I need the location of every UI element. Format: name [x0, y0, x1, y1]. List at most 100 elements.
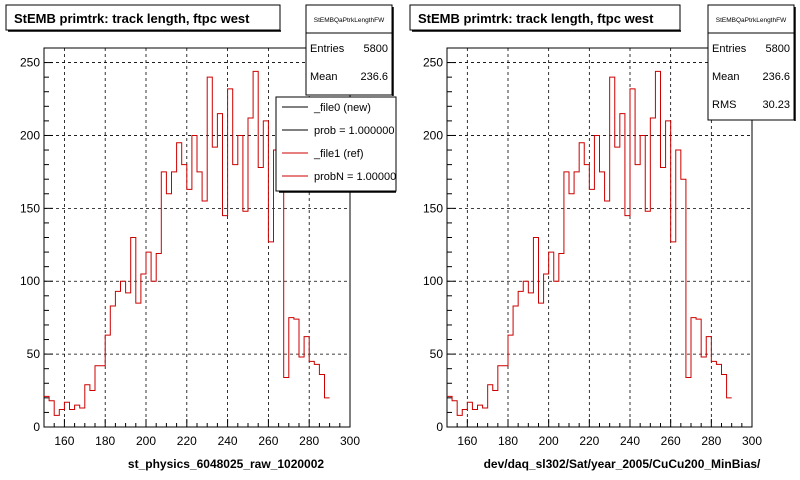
- x-axis-label: st_physics_6048025_raw_1020002: [128, 457, 324, 471]
- stats-value: 236.6: [360, 71, 388, 83]
- histogram-bin: [274, 150, 279, 427]
- histogram-bin: [452, 401, 457, 427]
- y-tick-label: 150: [423, 201, 443, 215]
- histogram-bin: [605, 201, 610, 427]
- y-tick-label: 200: [20, 128, 40, 142]
- stats-label: RMS: [712, 99, 736, 111]
- histogram-bin: [243, 211, 248, 427]
- histogram-bin: [457, 415, 462, 427]
- title-box: [409, 4, 681, 31]
- histogram-bin: [59, 410, 64, 427]
- histogram-bin: [279, 179, 284, 427]
- chart-panel-2: 160 180 200 220 240 260 280 300 0 50 100 150 200 250 S…: [409, 4, 796, 471]
- histogram-bin: [228, 89, 233, 427]
- histogram-bin: [645, 211, 650, 427]
- histogram-bin: [289, 318, 294, 427]
- legend-entry: prob = 1.000000: [314, 125, 394, 137]
- histogram-bin: [192, 135, 197, 427]
- x-tick-label: 260: [661, 434, 681, 448]
- histogram-bin: [217, 114, 222, 427]
- histogram-bin: [584, 165, 589, 427]
- legend-entry: _file0 (new): [313, 102, 371, 114]
- histogram-bin: [141, 274, 146, 427]
- histogram-bin: [110, 306, 115, 427]
- histogram-bin: [630, 89, 635, 427]
- histogram-bin: [625, 216, 630, 427]
- histogram-bin: [136, 303, 141, 427]
- histogram-bin: [156, 254, 161, 427]
- x-tick-label: 300: [742, 434, 762, 448]
- histogram-bin: [722, 375, 727, 427]
- histogram-bin: [187, 189, 192, 427]
- x-tick-label: 280: [299, 434, 319, 448]
- histogram-bin: [115, 291, 120, 427]
- histogram-bin: [75, 405, 80, 427]
- histogram-bin: [197, 172, 202, 427]
- histogram-bin: [309, 361, 314, 427]
- histogram-bin: [528, 293, 533, 427]
- x-tick-label: 240: [218, 434, 238, 448]
- histogram-bin: [95, 366, 100, 427]
- histogram-bin: [121, 281, 126, 427]
- y-tick-label: 50: [430, 347, 444, 361]
- stats-label: Entries: [712, 43, 747, 55]
- y-tick-label: 200: [423, 128, 443, 142]
- y-tick-label: 250: [423, 56, 443, 70]
- histogram-bin: [706, 337, 711, 427]
- y-tick-label: 100: [20, 274, 40, 288]
- histogram-bin: [80, 408, 85, 427]
- histogram-bin: [681, 179, 686, 427]
- histogram-bin: [696, 319, 701, 427]
- histogram-bin: [314, 364, 319, 427]
- histogram-bin: [671, 242, 676, 427]
- x-axis-label: dev/daq_sl302/Sat/year_2005/CuCu200_MinB…: [484, 457, 761, 471]
- histogram-bin: [172, 172, 177, 427]
- histogram-bin: [151, 281, 156, 427]
- x-tick-label: 160: [457, 434, 477, 448]
- legend-entry: probN = 1.000000: [314, 171, 402, 183]
- histogram-bin: [248, 118, 253, 427]
- histogram-bin: [64, 402, 69, 427]
- histogram-bin: [686, 377, 691, 427]
- histogram-bin: [462, 410, 467, 427]
- histogram-bin: [472, 410, 477, 427]
- stats-label: Mean: [712, 71, 740, 83]
- histogram-bin: [207, 77, 212, 427]
- histogram-bin: [620, 114, 625, 427]
- stats-label: Entries: [310, 43, 345, 55]
- histogram-bin: [564, 172, 569, 427]
- histogram-bin: [600, 172, 605, 427]
- histogram-bin: [202, 201, 207, 427]
- histogram-bin: [70, 410, 75, 427]
- histogram-bin: [212, 147, 217, 427]
- histogram-bin: [493, 391, 498, 427]
- chart-panel-1: 160 180 200 220 240 260 280 300 0 50 100 150 200 250 S…: [5, 4, 402, 471]
- stats-box-name: StEMBQaPtrkLengthFW: [716, 17, 787, 24]
- histogram-bin: [304, 337, 309, 427]
- histogram-bin: [488, 385, 493, 427]
- histogram-bin: [666, 121, 671, 427]
- chart-title: StEMB primtrk: track length, ftpc west: [418, 11, 654, 26]
- histogram-bin: [238, 135, 243, 427]
- chart-title: StEMB primtrk: track length, ftpc west: [14, 11, 250, 26]
- histogram-bin: [635, 165, 640, 427]
- histogram-bin: [258, 168, 263, 427]
- histogram-bin: [533, 238, 538, 428]
- histogram-bin: [610, 77, 615, 427]
- y-tick-label: 150: [20, 201, 40, 215]
- histogram-bin: [294, 319, 299, 427]
- y-tick-label: 250: [20, 56, 40, 70]
- histogram-bin: [518, 291, 523, 427]
- histogram-bin: [90, 391, 95, 427]
- x-tick-label: 240: [620, 434, 640, 448]
- stats-value: 236.6: [762, 71, 790, 83]
- histogram-line: [447, 70, 732, 416]
- histogram-bin: [711, 361, 716, 427]
- histogram-bin: [661, 168, 666, 427]
- histogram-bin: [54, 415, 59, 427]
- x-tick-label: 180: [95, 434, 115, 448]
- stats-box: [707, 4, 795, 121]
- histogram-bin: [161, 172, 166, 427]
- plot-frame: [446, 47, 753, 428]
